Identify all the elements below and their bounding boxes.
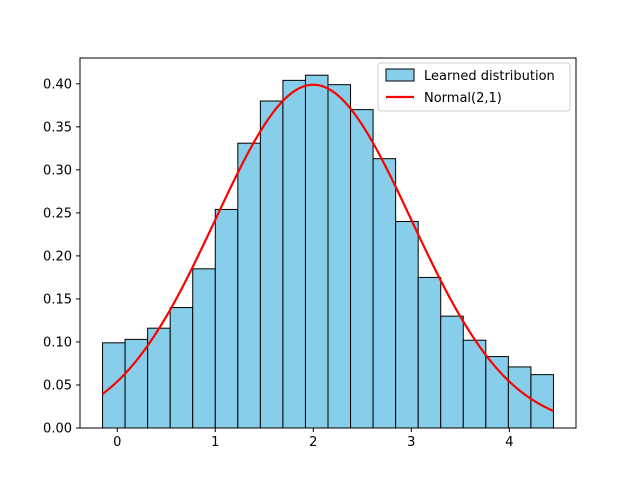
- histogram-bar: [440, 315, 464, 429]
- histogram-bar: [372, 158, 397, 429]
- y-tick-label: 0.05: [43, 378, 72, 393]
- axes: [79, 57, 577, 429]
- histogram-bar: [282, 79, 306, 429]
- histogram-bars: [102, 74, 554, 429]
- y-tick-label: 0.25: [43, 206, 72, 221]
- histogram-bar: [214, 208, 239, 429]
- y-tick-label: 0.30: [43, 163, 72, 178]
- x-tick-label: 2: [309, 435, 317, 450]
- y-axis-ticks: 0.00 0.05 0.10 0.15 0.20 0.25 0.30 0.35 0.40: [43, 77, 80, 437]
- y-tick-label: 0.00: [43, 422, 72, 437]
- y-tick-label: 0.10: [43, 335, 72, 350]
- legend-swatch-learned-distribution: [385, 68, 415, 82]
- histogram-bar: [147, 327, 171, 429]
- histogram-bar: [417, 276, 442, 429]
- histogram-bar: [124, 338, 149, 429]
- normal-curve: [101, 83, 554, 412]
- histogram-bar: [169, 307, 194, 429]
- y-tick-label: 0.40: [43, 77, 72, 92]
- legend: Learned distribution Normal(2,1): [377, 62, 571, 112]
- histogram-bar: [350, 109, 374, 429]
- y-tick-label: 0.20: [43, 249, 72, 264]
- histogram-bar: [327, 84, 352, 429]
- histogram-bar: [304, 74, 329, 429]
- histogram-bar: [395, 220, 419, 429]
- axes-frame: [79, 57, 577, 429]
- x-tick-label: 0: [113, 435, 121, 450]
- y-tick-label: 0.15: [43, 292, 72, 307]
- legend-label-normal: Normal(2,1): [424, 91, 502, 106]
- histogram-bar: [462, 339, 487, 429]
- histogram-bar: [259, 100, 284, 429]
- legend-label-learned-distribution: Learned distribution: [424, 69, 555, 84]
- x-tick-label: 1: [211, 435, 219, 450]
- x-axis-ticks: 0 1 2 3 4: [113, 428, 513, 450]
- x-tick-label: 3: [407, 435, 415, 450]
- histogram-bar: [192, 268, 216, 429]
- y-tick-label: 0.35: [43, 120, 72, 135]
- histogram-bar: [237, 142, 261, 429]
- x-tick-label: 4: [505, 435, 513, 450]
- legend-box: [377, 62, 571, 112]
